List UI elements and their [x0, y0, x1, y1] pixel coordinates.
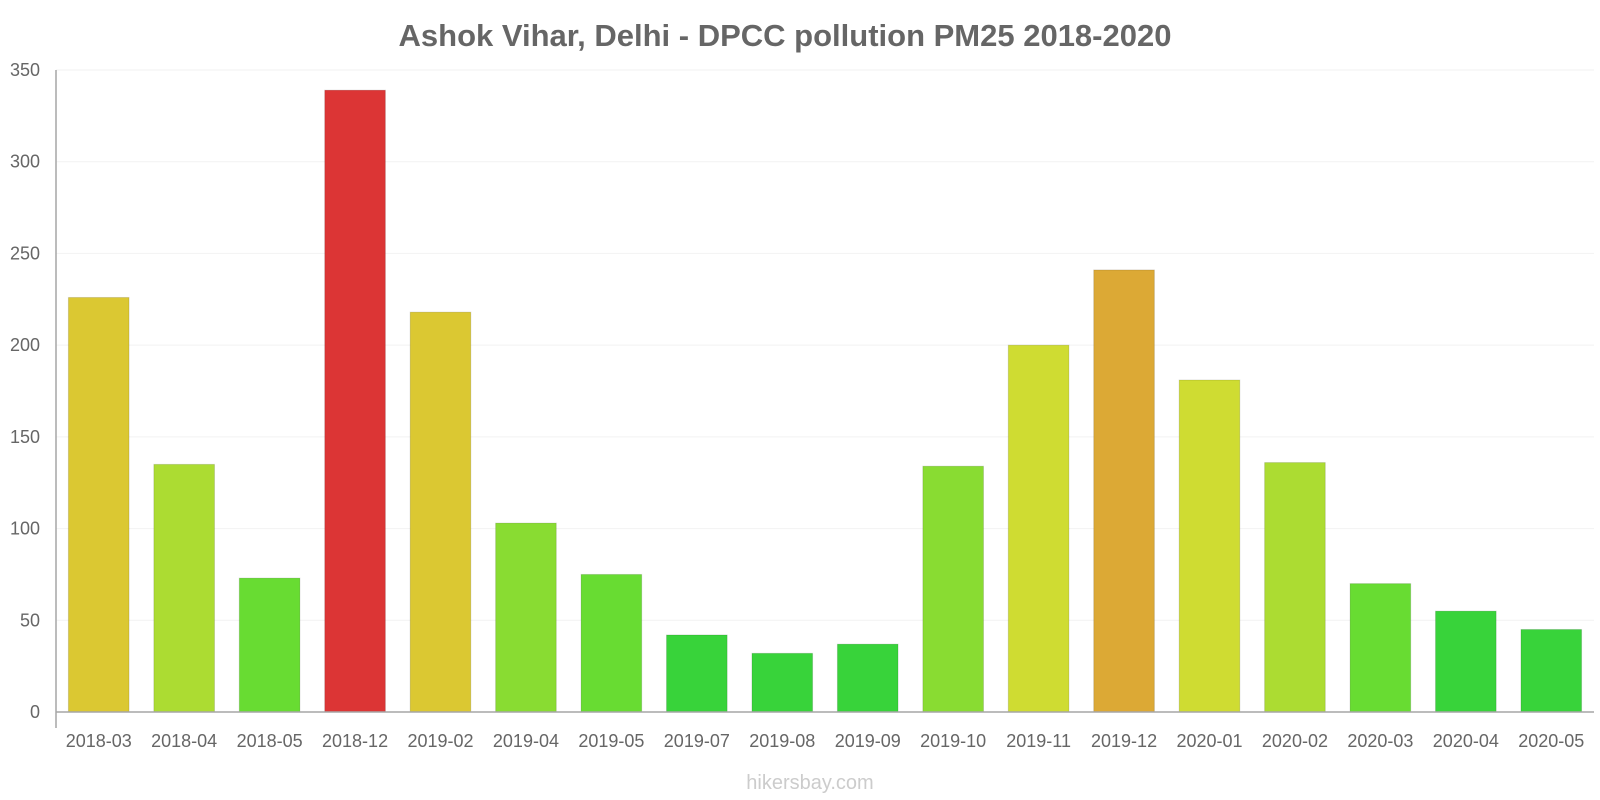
- x-tick-label: 2019-08: [749, 731, 815, 751]
- bar-2019-10[interactable]: [922, 465, 984, 713]
- bar-2019-12[interactable]: [1093, 269, 1155, 713]
- x-tick-label: 2019-05: [578, 731, 644, 751]
- bar-2020-04[interactable]: [1435, 610, 1497, 713]
- y-tick-label: 50: [20, 610, 40, 630]
- bar-2020-03[interactable]: [1349, 583, 1412, 713]
- x-tick-label: 2018-04: [151, 731, 217, 751]
- bar-2019-09[interactable]: [836, 643, 899, 713]
- x-tick-label: 2020-01: [1176, 731, 1242, 751]
- bars: [67, 89, 1583, 713]
- y-axis-ticks: 0 50 100 150 200 250 300 350: [10, 60, 40, 722]
- x-tick-label: 2019-04: [493, 731, 559, 751]
- x-tick-label: 2020-02: [1262, 731, 1328, 751]
- bar-2019-07[interactable]: [666, 634, 728, 713]
- bar-2019-02[interactable]: [409, 311, 472, 713]
- y-tick-label: 100: [10, 519, 40, 539]
- bar-2018-05[interactable]: [238, 577, 301, 713]
- y-tick-label: 0: [30, 702, 40, 722]
- x-tick-label: 2019-10: [920, 731, 986, 751]
- x-tick-label: 2019-12: [1091, 731, 1157, 751]
- x-axis-ticks: 2018-03 2018-04 2018-05 2018-12 2019-02 2019-…: [66, 731, 1585, 751]
- x-tick-label: 2018-03: [66, 731, 132, 751]
- bar-2019-04[interactable]: [495, 522, 557, 713]
- x-tick-label: 2019-07: [664, 731, 730, 751]
- chart-title: Ashok Vihar, Delhi - DPCC pollution PM25…: [399, 18, 1172, 53]
- y-tick-label: 200: [10, 335, 40, 355]
- bar-2020-01[interactable]: [1178, 379, 1241, 713]
- grid-lines: [56, 69, 1594, 621]
- y-tick-label: 150: [10, 427, 40, 447]
- bar-2020-02[interactable]: [1264, 462, 1326, 713]
- credit-text: hikersbay.com: [746, 772, 873, 794]
- y-tick-label: 250: [10, 243, 40, 263]
- x-tick-label: 2018-05: [237, 731, 303, 751]
- x-tick-label: 2019-11: [1006, 731, 1071, 751]
- x-tick-label: 2018-12: [322, 731, 388, 751]
- bar-2019-11[interactable]: [1007, 344, 1070, 713]
- x-tick-label: 2019-09: [835, 731, 901, 751]
- x-tick-label: 2020-05: [1518, 731, 1584, 751]
- bar-2018-04[interactable]: [153, 463, 215, 713]
- x-tick-label: 2020-04: [1433, 731, 1499, 751]
- x-tick-label: 2019-02: [407, 731, 473, 751]
- bar-2020-05[interactable]: [1520, 628, 1583, 713]
- bar-2018-03[interactable]: [67, 296, 130, 713]
- bar-2018-12[interactable]: [324, 89, 386, 713]
- bar-2019-08[interactable]: [751, 652, 814, 713]
- y-tick-label: 350: [10, 60, 40, 80]
- bar-2019-05[interactable]: [580, 573, 643, 713]
- x-tick-label: 2020-03: [1347, 731, 1413, 751]
- y-tick-label: 300: [10, 152, 40, 172]
